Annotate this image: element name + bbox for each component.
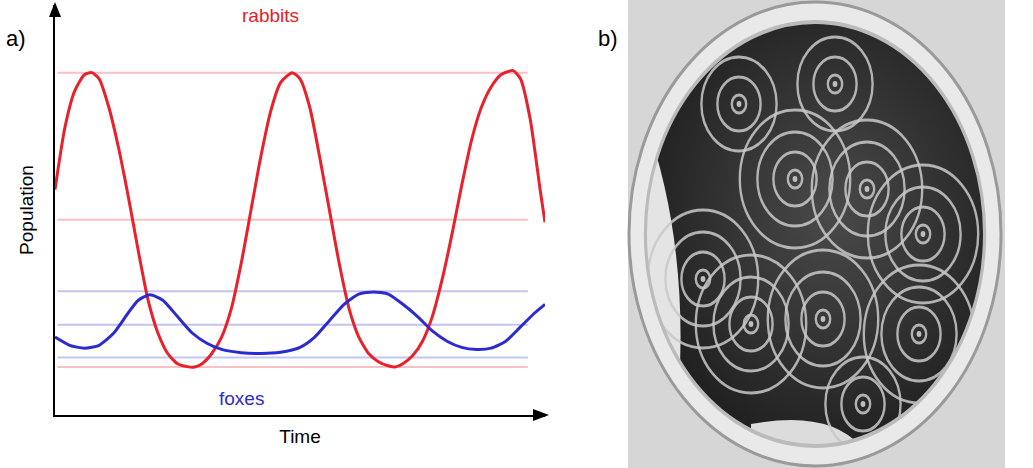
svg-text:rabbits: rabbits [242,5,299,26]
svg-text:Time: Time [279,426,321,447]
svg-text:foxes: foxes [219,388,264,409]
html-text:a): a) [6,26,26,51]
html-text:b): b) [598,26,618,51]
svg-text:Population: Population [16,165,37,255]
